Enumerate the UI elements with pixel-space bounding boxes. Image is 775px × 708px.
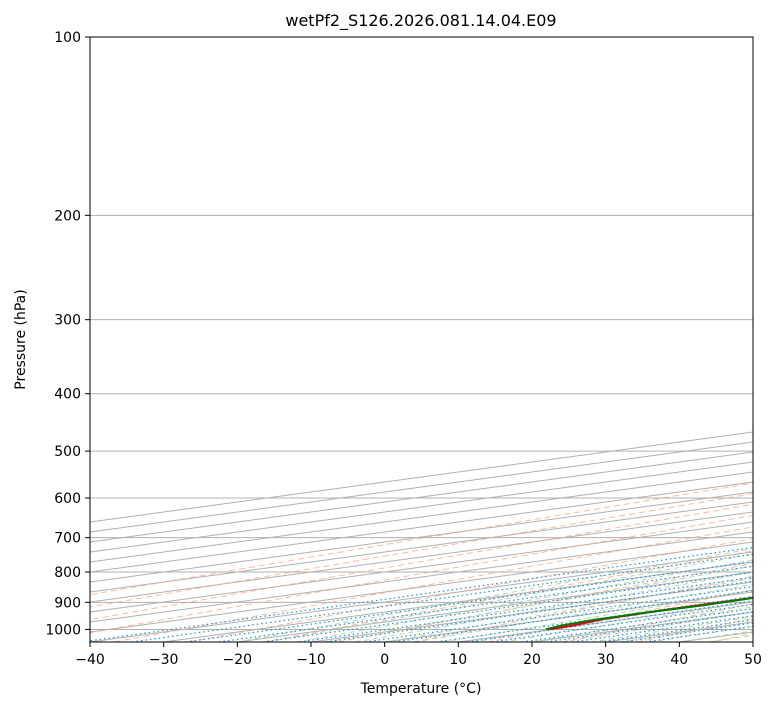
isotherm-line (90, 531, 753, 623)
dry-adiabat-line (338, 562, 753, 642)
chart-title: wetPf2_S126.2026.081.14.04.E09 (285, 11, 556, 31)
plot-frame (89, 36, 754, 643)
plot-area: 0.10.20.40.611.52346810131620253036-100-… (90, 37, 753, 642)
x-tick-label: 0 (380, 652, 389, 668)
x-tick-label: 30 (597, 652, 615, 668)
isotherm-line (90, 501, 753, 593)
y-tick-label: 600 (54, 491, 81, 507)
mixing-ratio-line (262, 571, 753, 642)
moist-adiabat-line (414, 583, 753, 642)
dry-adiabat-line (90, 493, 753, 608)
x-tick-label: 20 (523, 652, 541, 668)
moist-adiabat-line (237, 548, 753, 642)
mixing-ratio-line (218, 565, 753, 642)
y-tick-label: 800 (54, 565, 81, 581)
moist-adiabat-line (266, 553, 753, 642)
y-tick-label: 300 (54, 313, 81, 329)
moist-adiabat-line (355, 571, 753, 642)
x-tick-label: −30 (149, 652, 179, 668)
isotherm-line (90, 491, 753, 583)
y-tick-label: 400 (54, 387, 81, 403)
y-tick-label: 500 (54, 444, 81, 460)
isotherm-line (90, 461, 753, 553)
y-tick-label: 1000 (45, 622, 81, 638)
x-tick-label: 50 (744, 652, 762, 668)
dry-adiabat-line (114, 526, 753, 642)
isotherm-line (90, 481, 753, 573)
y-tick-label: 200 (54, 208, 81, 224)
moist-adiabat-line (443, 589, 753, 642)
isotherm-line (90, 521, 753, 613)
x-tick-label: 10 (449, 652, 467, 668)
y-axis-title: Pressure (hPa) (13, 289, 29, 389)
y-tick-label: 700 (54, 531, 81, 547)
x-tick-label: −20 (223, 652, 253, 668)
dry-adiabat-line (412, 575, 753, 642)
x-tick-label: −10 (296, 652, 326, 668)
y-tick-label: 900 (54, 595, 81, 611)
dry-adiabat-line (90, 503, 753, 621)
axes: −40 −30 −20 −10 0 10 20 30 40 50 100 200 300 400 500 60… (45, 30, 762, 668)
x-tick-label: −40 (75, 652, 105, 668)
x-axis-title: Temperature (°C) (360, 681, 482, 697)
isotherm-line (90, 451, 753, 543)
moist-adiabat-line (502, 601, 753, 642)
mixing-ratio-line (131, 553, 753, 642)
x-tick-label: 40 (670, 652, 688, 668)
y-tick-label: 100 (54, 30, 81, 46)
mixing-ratio-line (299, 576, 753, 642)
isotherm-line (90, 471, 753, 563)
dry-adiabat-line (188, 538, 753, 642)
mixing-ratio-line (185, 561, 753, 642)
